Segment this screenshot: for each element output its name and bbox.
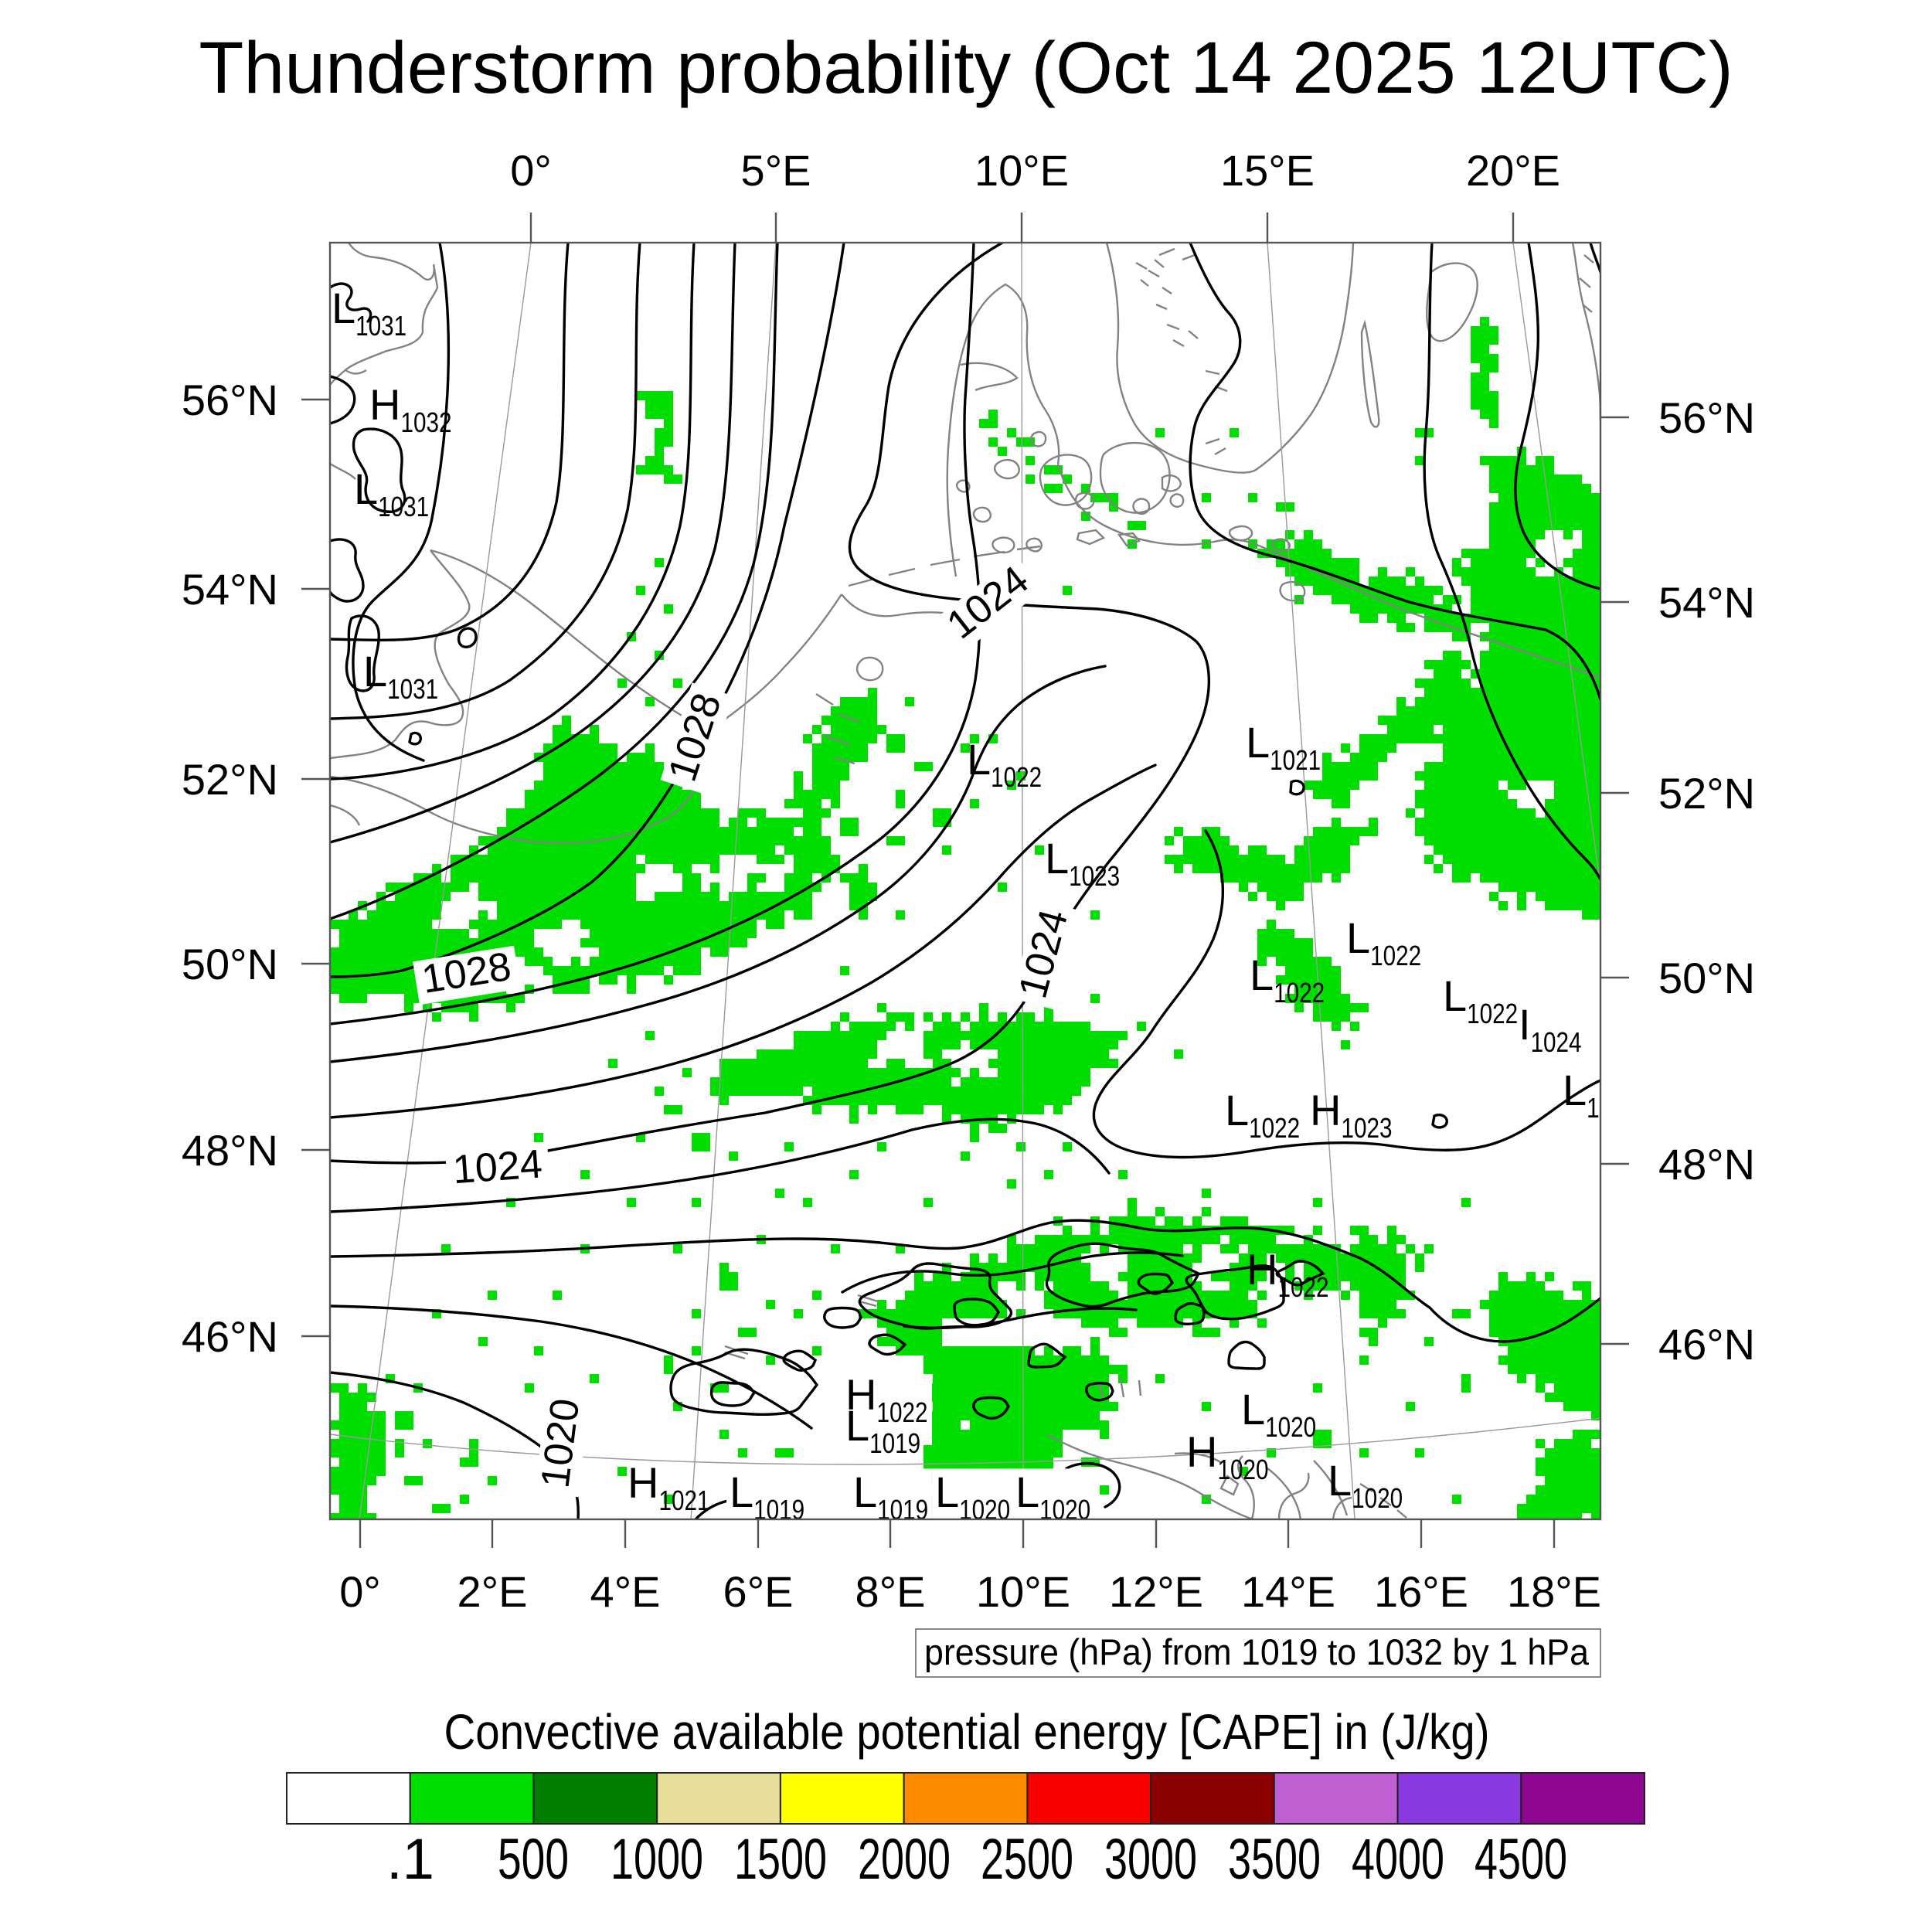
svg-text:0°: 0° bbox=[510, 146, 552, 195]
svg-text:6°E: 6°E bbox=[723, 1567, 794, 1616]
svg-text:1500: 1500 bbox=[734, 1827, 827, 1891]
svg-text:20°E: 20°E bbox=[1466, 146, 1560, 195]
svg-text:10°E: 10°E bbox=[975, 146, 1069, 195]
svg-text:54°N: 54°N bbox=[182, 565, 278, 614]
svg-text:1000: 1000 bbox=[611, 1827, 703, 1891]
svg-text:18°E: 18°E bbox=[1507, 1567, 1601, 1616]
svg-text:2°E: 2°E bbox=[457, 1567, 528, 1616]
svg-text:50°N: 50°N bbox=[182, 940, 278, 988]
svg-text:46°N: 46°N bbox=[1658, 1320, 1755, 1369]
svg-text:48°N: 48°N bbox=[1658, 1140, 1755, 1189]
svg-text:5°E: 5°E bbox=[741, 146, 811, 195]
svg-text:2000: 2000 bbox=[858, 1827, 951, 1891]
svg-text:L1020: L1020 bbox=[935, 1468, 1010, 1526]
svg-text:10°E: 10°E bbox=[976, 1567, 1070, 1616]
svg-text:1020: 1020 bbox=[532, 1396, 588, 1491]
svg-text:1024: 1024 bbox=[451, 1141, 543, 1192]
svg-text:8°E: 8°E bbox=[855, 1567, 926, 1616]
svg-text:0°: 0° bbox=[339, 1567, 381, 1616]
svg-text:pressure (hPa) from 1019 to 10: pressure (hPa) from 1019 to 1032 by 1 hP… bbox=[924, 1631, 1590, 1672]
svg-text:46°N: 46°N bbox=[182, 1312, 278, 1361]
svg-text:52°N: 52°N bbox=[1658, 769, 1755, 818]
svg-text:52°N: 52°N bbox=[182, 755, 278, 804]
svg-text:15°E: 15°E bbox=[1220, 146, 1315, 195]
svg-text:Convective available potential: Convective available potential energy [C… bbox=[444, 1704, 1490, 1760]
svg-text:56°N: 56°N bbox=[182, 376, 278, 424]
svg-text:4000: 4000 bbox=[1352, 1827, 1444, 1891]
svg-text:54°N: 54°N bbox=[1658, 578, 1755, 627]
svg-text:.1: .1 bbox=[386, 1827, 434, 1891]
svg-text:4°E: 4°E bbox=[590, 1567, 661, 1616]
svg-text:4500: 4500 bbox=[1475, 1827, 1567, 1891]
svg-text:12°E: 12°E bbox=[1109, 1567, 1203, 1616]
svg-text:48°N: 48°N bbox=[182, 1126, 278, 1175]
svg-text:14°E: 14°E bbox=[1241, 1567, 1335, 1616]
svg-text:3500: 3500 bbox=[1228, 1827, 1321, 1891]
svg-text:Thunderstorm probability (Oct: Thunderstorm probability (Oct 14 2025 12… bbox=[199, 27, 1733, 109]
svg-text:3000: 3000 bbox=[1104, 1827, 1197, 1891]
svg-text:2500: 2500 bbox=[981, 1827, 1073, 1891]
svg-text:16°E: 16°E bbox=[1374, 1567, 1468, 1616]
svg-text:50°N: 50°N bbox=[1658, 954, 1755, 1002]
svg-text:56°N: 56°N bbox=[1658, 393, 1755, 442]
svg-text:500: 500 bbox=[498, 1827, 569, 1891]
